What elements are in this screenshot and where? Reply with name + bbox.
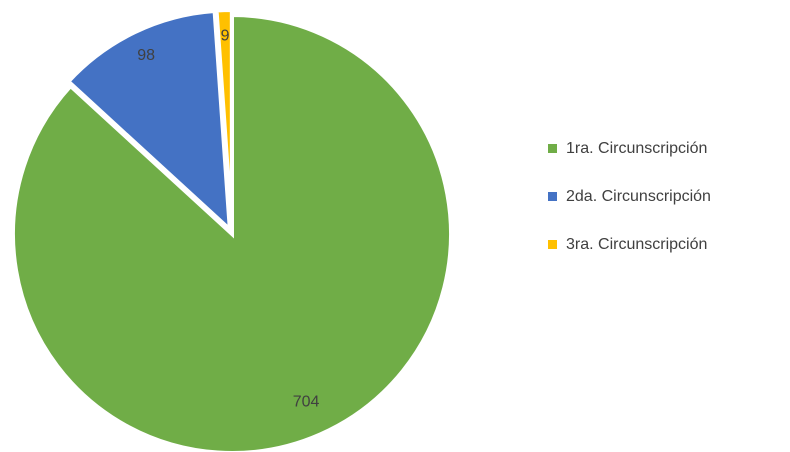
legend-swatch: [548, 144, 557, 153]
data-label: 98: [137, 47, 155, 64]
legend-swatch: [548, 240, 557, 249]
data-label: 704: [293, 394, 320, 411]
legend-swatch: [548, 192, 557, 201]
legend-label: 1ra. Circunscripción: [566, 140, 707, 157]
legend-label: 2da. Circunscripción: [566, 188, 711, 205]
pie-slice: [214, 8, 234, 230]
data-label: 9: [221, 28, 230, 45]
legend-label: 3ra. Circunscripción: [566, 236, 707, 253]
pie-slice: [65, 8, 233, 235]
